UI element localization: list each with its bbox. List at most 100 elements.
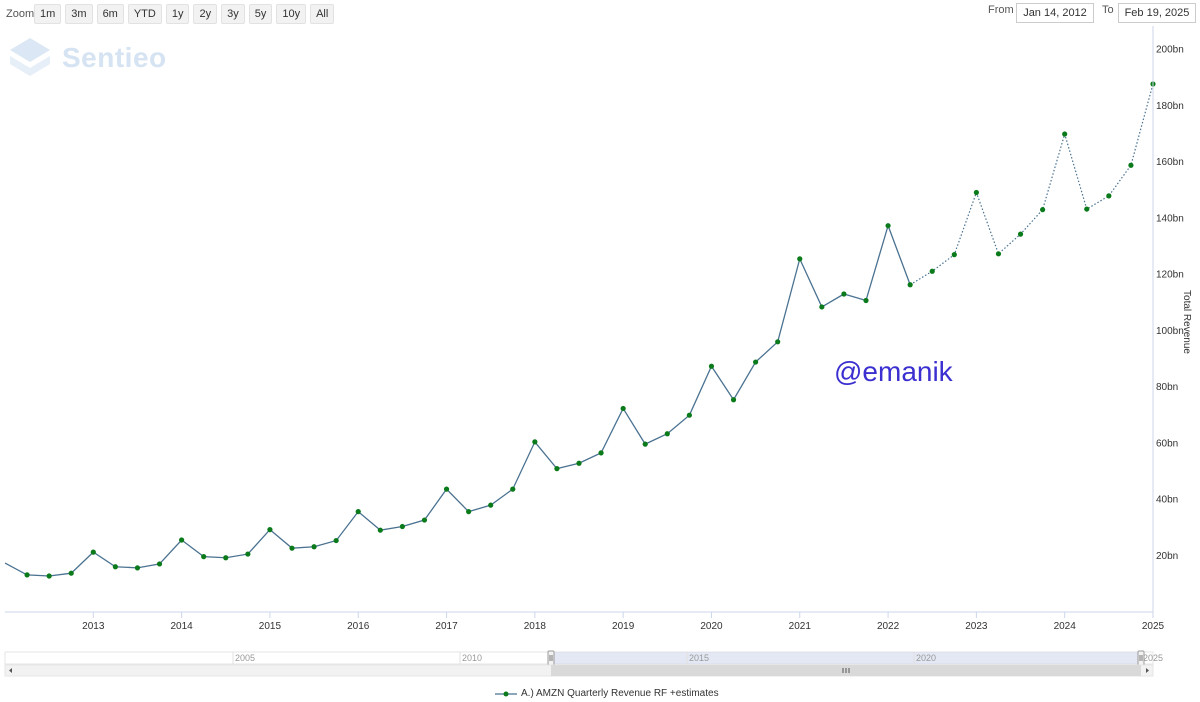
data-point[interactable]: [1040, 207, 1046, 213]
data-point[interactable]: [664, 431, 670, 437]
data-point[interactable]: [333, 537, 339, 544]
data-point[interactable]: [466, 509, 472, 515]
x-tick-label: 2020: [700, 621, 723, 632]
data-point[interactable]: [995, 251, 1002, 257]
data-point[interactable]: [68, 570, 74, 576]
data-point[interactable]: [223, 555, 229, 561]
data-point[interactable]: [1128, 162, 1134, 168]
data-point[interactable]: [179, 537, 185, 543]
data-point[interactable]: [753, 359, 759, 365]
data-point[interactable]: [885, 223, 891, 229]
navigator-selection[interactable]: [551, 652, 1141, 664]
to-date-input[interactable]: Feb 19, 2025: [1118, 3, 1196, 23]
data-point[interactable]: [863, 297, 869, 304]
data-point[interactable]: [951, 252, 957, 258]
zoom-button-2y[interactable]: 2y: [193, 4, 218, 24]
scroll-right-arrow-icon[interactable]: [1146, 668, 1149, 673]
y-tick-label: 140bn: [1156, 213, 1184, 224]
data-point[interactable]: [112, 564, 118, 570]
data-point[interactable]: [289, 545, 295, 551]
x-tick-label: 2023: [965, 621, 988, 632]
navigator-right-handle[interactable]: [1137, 650, 1145, 666]
to-label: To: [1102, 4, 1114, 16]
navigator-tick-label: 2015: [689, 653, 709, 663]
watermark-text: @emanik: [834, 356, 953, 387]
x-tick-label: 2025: [1142, 621, 1165, 632]
data-point[interactable]: [90, 549, 96, 555]
y-tick-label: 200bn: [1156, 45, 1184, 56]
data-point[interactable]: [1062, 131, 1068, 137]
x-tick-label: 2018: [524, 621, 547, 632]
data-point[interactable]: [377, 527, 383, 533]
y-tick-label: 60bn: [1156, 438, 1178, 449]
chart-legend[interactable]: A.) AMZN Quarterly Revenue RF +estimates: [495, 688, 719, 699]
x-tick-label: 2014: [170, 621, 193, 632]
data-point[interactable]: [973, 189, 979, 196]
data-point[interactable]: [819, 304, 825, 310]
data-point[interactable]: [576, 460, 582, 466]
data-point[interactable]: [399, 523, 405, 530]
data-point[interactable]: [134, 565, 141, 571]
data-point[interactable]: [421, 517, 428, 523]
data-point[interactable]: [730, 397, 737, 403]
zoom-button-1y[interactable]: 1y: [165, 4, 190, 24]
data-point[interactable]: [775, 339, 781, 345]
navigator-tick-label: 2005: [235, 653, 255, 663]
y-tick-label: 120bn: [1156, 270, 1184, 281]
data-point[interactable]: [554, 466, 560, 472]
from-label: From: [988, 4, 1014, 16]
zoom-button-10y[interactable]: 10y: [276, 4, 307, 24]
data-point[interactable]: [686, 412, 692, 418]
y-tick-label: 80bn: [1156, 382, 1178, 393]
x-tick-label: 2019: [612, 621, 635, 632]
data-point[interactable]: [1017, 231, 1024, 237]
data-point[interactable]: [642, 441, 648, 447]
data-point[interactable]: [201, 554, 207, 560]
data-point[interactable]: [907, 282, 913, 288]
y-tick-label: 100bn: [1156, 326, 1184, 337]
scrollbar-grip: [842, 668, 850, 673]
series-line-actual: [4, 223, 911, 577]
y-tick-label: 160bn: [1156, 157, 1184, 168]
data-point[interactable]: [24, 572, 30, 578]
data-point[interactable]: [355, 509, 361, 515]
navigator-tick-label: 2025: [1143, 653, 1163, 663]
zoom-label: Zoom: [6, 8, 35, 20]
from-date-input[interactable]: Jan 14, 2012: [1016, 3, 1094, 23]
x-tick-label: 2021: [789, 621, 812, 632]
navigator-left-handle[interactable]: [547, 650, 555, 666]
data-point[interactable]: [929, 268, 935, 274]
data-point[interactable]: [488, 502, 494, 508]
y-tick-label: 40bn: [1156, 495, 1178, 506]
scroll-left-arrow-icon[interactable]: [9, 668, 12, 673]
zoom-button-5y[interactable]: 5y: [248, 4, 273, 24]
data-point[interactable]: [245, 551, 251, 557]
range-navigator[interactable]: 2005 2010 2015 2020 2025: [4, 650, 1163, 677]
data-point[interactable]: [598, 450, 604, 456]
data-point[interactable]: [46, 573, 52, 579]
legend-series-marker: [495, 691, 517, 696]
logo-text: Sentieo: [62, 42, 167, 73]
zoom-button-1m[interactable]: 1m: [34, 4, 62, 24]
data-point[interactable]: [620, 405, 626, 412]
data-point[interactable]: [443, 486, 450, 492]
data-point[interactable]: [841, 291, 847, 297]
y-axis: 20bn 40bn 60bn 80bn 100bn 120bn 140bn 160bn 180b…: [1152, 26, 1192, 612]
data-point[interactable]: [510, 486, 516, 492]
zoom-button-3m[interactable]: 3m: [65, 4, 93, 24]
data-point[interactable]: [532, 439, 538, 445]
zoom-button-all[interactable]: All: [310, 4, 335, 24]
data-point[interactable]: [708, 363, 715, 369]
data-point[interactable]: [797, 256, 803, 262]
zoom-button-3y[interactable]: 3y: [221, 4, 245, 24]
data-point[interactable]: [156, 561, 163, 567]
data-point[interactable]: [1084, 206, 1090, 212]
data-point[interactable]: [1106, 193, 1112, 199]
plot-area: [4, 81, 1156, 579]
zoom-button-6m[interactable]: 6m: [96, 4, 124, 24]
data-point[interactable]: [311, 544, 317, 550]
data-point[interactable]: [267, 527, 273, 533]
legend-label: A.) AMZN Quarterly Revenue RF +estimates: [521, 688, 719, 699]
zoom-button-ytd[interactable]: YTD: [127, 4, 162, 24]
